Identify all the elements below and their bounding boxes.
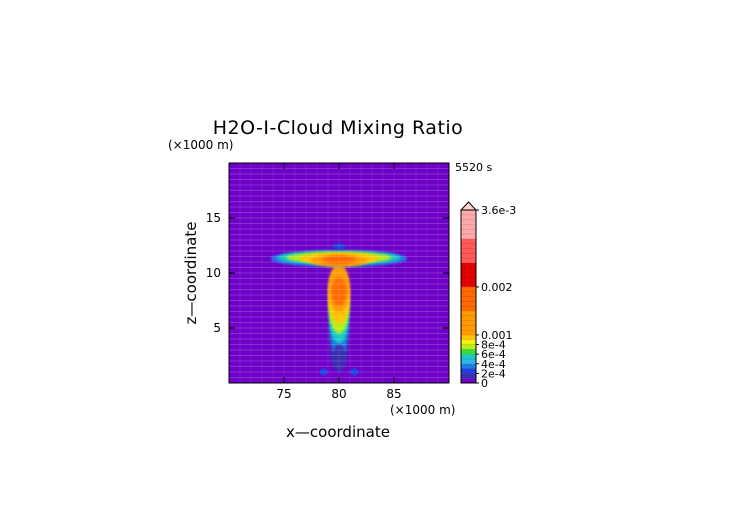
colorbar-tick-label: 2e-4 [481,367,506,380]
column-core [331,277,347,307]
colorbar-segment [461,344,476,350]
colorbar-segment [461,354,476,359]
colorbar-segment [461,262,476,287]
x-unit-label: (×1000 m) [390,403,455,417]
colorbar-segment [461,358,476,364]
x-tick-label: 80 [331,387,346,401]
anvil-core [322,255,356,265]
x-axis: 75 80 85 [276,163,402,401]
colorbar [459,201,478,384]
x-axis-label: x—coordinate [286,423,390,441]
colorbar-tick-label: 8e-4 [481,339,506,352]
y-tick-label: 10 [206,266,221,280]
column-base [332,344,346,365]
colorbar-tick-label: 6e-4 [481,348,506,361]
colorbar-tick-label: 0.002 [481,281,513,294]
cloud-field [270,243,408,376]
x-tick-label: 85 [386,387,401,401]
colorbar-segment [461,310,476,335]
cloud-blob-left [319,368,328,376]
x-tick-label: 75 [276,387,291,401]
y-tick-label: 5 [213,321,221,335]
y-tick-label: 15 [206,211,221,225]
colorbar-segment [461,339,476,345]
colorbar-segment [461,210,476,239]
colorbar-segment [461,368,476,374]
colorbar-segment [461,363,476,369]
colorbar-tick-label: 0.001 [481,329,513,342]
y-axis-label: z—coordinate [182,222,200,325]
colorbar-tick-label: 0 [481,377,488,390]
grid-lines [229,163,449,383]
colorbar-segment [461,373,476,379]
colorbar-segment [461,334,476,340]
colorbar-segment [461,238,476,263]
anvil-top-blue [332,243,346,250]
plot-area [229,163,449,383]
colorbar-segment [461,378,476,383]
colorbar-tick-label: 3.6e-3 [481,204,516,217]
time-label: 5520 s [455,161,492,174]
colorbar-extend-max [459,201,478,211]
colorbar-tick-label: 4e-4 [481,358,506,371]
colorbar-segment [461,286,476,311]
cloud-blob-right [350,368,359,376]
y-axis: 5 10 15 [206,211,449,335]
chart-title: H2O-I-Cloud Mixing Ratio [213,117,464,139]
colorbar-segment [461,349,476,355]
z-unit-label: (×1000 m) [168,138,233,152]
